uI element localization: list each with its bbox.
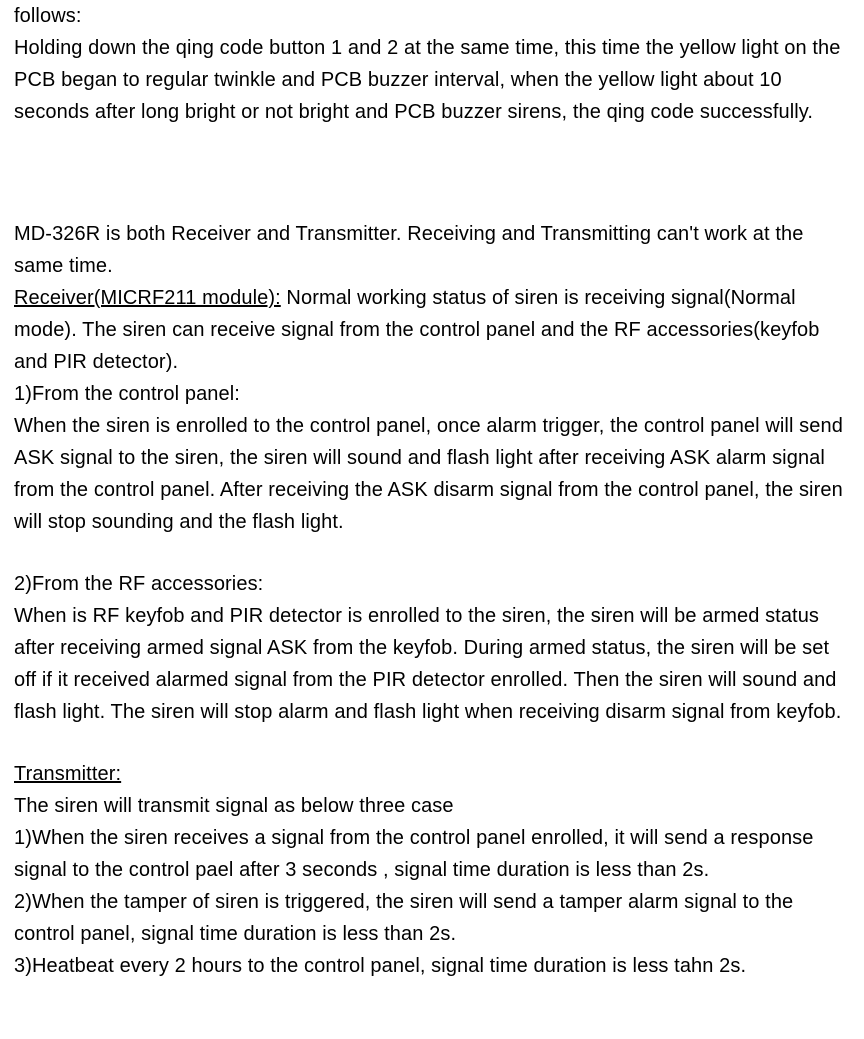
transmitter-body: The siren will transmit signal as below … [14,790,850,822]
receiver-heading: Receiver(MICRF211 module): [14,287,281,309]
paragraph-spacer [14,538,850,568]
transmitter-heading: Transmitter: [14,763,121,785]
transmitter-item1: 1)When the siren receives a signal from … [14,822,850,886]
receiver-item2-body: When is RF keyfob and PIR detector is en… [14,600,850,728]
paragraph-spacer [14,728,850,758]
receiver-item1-heading: 1)From the control panel: [14,378,850,410]
receiver-item1-body: When the siren is enrolled to the contro… [14,410,850,538]
transmitter-item3: 3)Heatbeat every 2 hours to the control … [14,950,850,982]
section-spacer [14,128,850,218]
transmitter-heading-line: Transmitter: [14,758,850,790]
transmitter-item2: 2)When the tamper of siren is triggered,… [14,886,850,950]
receiver-item2-heading: 2)From the RF accessories: [14,568,850,600]
follows-label: follows: [14,0,850,32]
intro-text: MD-326R is both Receiver and Transmitter… [14,218,850,282]
receiver-section: Receiver(MICRF211 module): Normal workin… [14,282,850,378]
follows-body: Holding down the qing code button 1 and … [14,32,850,128]
